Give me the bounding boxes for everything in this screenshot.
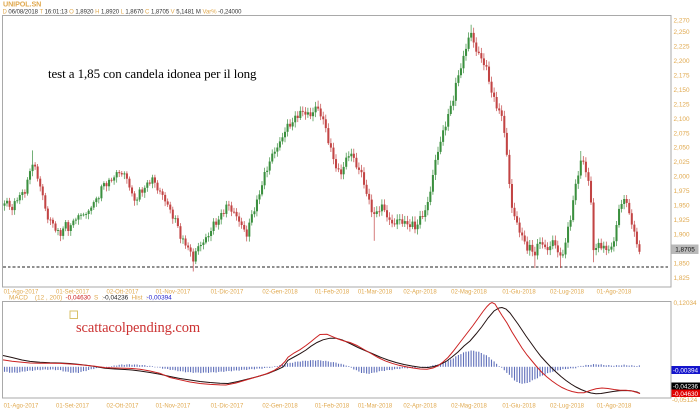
svg-text:test a 1,85 con candela idonea: test a 1,85 con candela idonea per il lo…	[48, 66, 257, 81]
svg-text:02-Apr-2018: 02-Apr-2018	[403, 290, 437, 296]
svg-text:2,000: 2,000	[674, 174, 690, 181]
svg-text:1,900: 1,900	[674, 232, 690, 239]
svg-text:-0,04236: -0,04236	[103, 295, 129, 302]
svg-text:1,850: 1,850	[674, 261, 690, 268]
svg-text:2,150: 2,150	[674, 87, 690, 94]
svg-text:2,100: 2,100	[674, 116, 690, 123]
svg-text:2,200: 2,200	[674, 58, 690, 65]
svg-text:02-Lug-2018: 02-Lug-2018	[550, 404, 585, 410]
svg-text:02-Gen-2018: 02-Gen-2018	[262, 290, 298, 296]
svg-text:01-Feb-2018: 01-Feb-2018	[315, 404, 350, 410]
svg-text:01-Ago-2017: 01-Ago-2017	[4, 290, 39, 296]
svg-text:Hist :: Hist :	[132, 295, 149, 302]
svg-text:02-Apr-2018: 02-Apr-2018	[403, 404, 437, 410]
svg-text:01-Set-2017: 01-Set-2017	[56, 290, 90, 296]
svg-text:1,950: 1,950	[674, 203, 690, 210]
svg-text:2,025: 2,025	[674, 159, 690, 166]
svg-text:-0,04630: -0,04630	[66, 295, 92, 302]
svg-text:2,225: 2,225	[674, 43, 690, 50]
svg-text:2,175: 2,175	[674, 72, 690, 79]
svg-text:2,075: 2,075	[674, 130, 690, 137]
svg-text:MACD (12 , 200) :: MACD (12 , 200) :	[9, 295, 73, 302]
svg-text:1,825: 1,825	[674, 275, 690, 282]
svg-text:-0,00394: -0,00394	[147, 295, 173, 302]
svg-text:01-Mar-2018: 01-Mar-2018	[358, 404, 393, 410]
svg-text:D 06/08/2018 T 16:01:13 O 1,89: D 06/08/2018 T 16:01:13 O 1,8920 H 1,892…	[3, 10, 243, 16]
svg-text:2,250: 2,250	[674, 29, 690, 36]
svg-text:S :: S :	[94, 295, 104, 302]
svg-text:2,270: 2,270	[674, 17, 690, 24]
svg-text:01-Giu-2018: 01-Giu-2018	[502, 290, 536, 296]
svg-text:-0,00394: -0,00394	[673, 367, 699, 374]
svg-text:01-Mar-2018: 01-Mar-2018	[358, 290, 393, 296]
svg-text:2,125: 2,125	[674, 101, 690, 108]
svg-text:UNIPOL.SN: UNIPOL.SN	[3, 0, 41, 9]
svg-text:1,975: 1,975	[674, 188, 690, 195]
svg-text:02-Ott-2017: 02-Ott-2017	[106, 404, 139, 410]
svg-text:01-Set-2017: 01-Set-2017	[56, 404, 90, 410]
svg-text:1,925: 1,925	[674, 217, 690, 224]
svg-text:01-Ago-2018: 01-Ago-2018	[597, 404, 632, 410]
svg-text:02-Ott-2017: 02-Ott-2017	[106, 290, 139, 296]
svg-text:scattacolpending.com: scattacolpending.com	[76, 320, 201, 336]
svg-text:01-Giu-2018: 01-Giu-2018	[502, 404, 536, 410]
svg-text:-0,04236: -0,04236	[673, 384, 699, 391]
svg-text:01-Dic-2017: 01-Dic-2017	[211, 290, 244, 296]
svg-text:02-Mag-2018: 02-Mag-2018	[451, 404, 487, 410]
svg-text:01-Dic-2017: 01-Dic-2017	[211, 404, 244, 410]
svg-text:2,050: 2,050	[674, 145, 690, 152]
svg-text:01-Ago-2018: 01-Ago-2018	[597, 290, 632, 296]
svg-text:01-Nov-2017: 01-Nov-2017	[156, 404, 191, 410]
svg-text:01-Nov-2017: 01-Nov-2017	[156, 290, 191, 296]
svg-text:-0,04630: -0,04630	[673, 391, 699, 398]
svg-text:02-Mag-2018: 02-Mag-2018	[451, 290, 487, 296]
svg-text:02-Gen-2018: 02-Gen-2018	[262, 404, 298, 410]
svg-text:0,12034: 0,12034	[674, 300, 698, 307]
svg-text:01-Ago-2017: 01-Ago-2017	[4, 404, 39, 410]
svg-text:1,8705: 1,8705	[675, 247, 695, 254]
svg-text:-0,05124: -0,05124	[672, 397, 698, 404]
svg-text:02-Lug-2018: 02-Lug-2018	[550, 290, 585, 296]
svg-text:01-Feb-2018: 01-Feb-2018	[315, 290, 350, 296]
